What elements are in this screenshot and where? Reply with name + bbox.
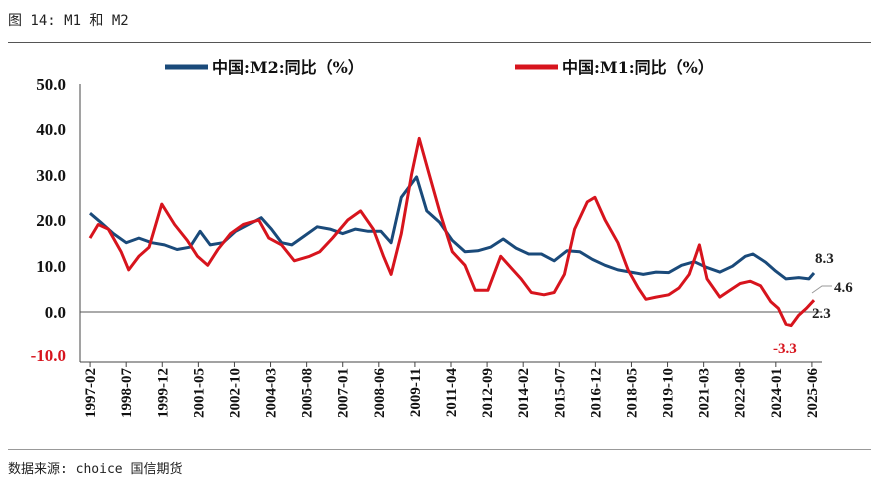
legend: 中国:M2:同比（%） 中国:M1:同比（%） — [165, 58, 714, 77]
y-tick-label: 40.0 — [36, 120, 66, 139]
m2-series-line — [89, 175, 816, 281]
x-tick-label: 2009-11 — [408, 368, 424, 417]
x-tick-label: 2015-07 — [552, 368, 568, 418]
x-tick-label: 2018-05 — [624, 368, 640, 418]
legend-m1-label: 中国:M1:同比（%） — [562, 58, 714, 77]
m2-last-value-label: 8.3 — [815, 251, 834, 267]
figure-title: 图 14: M1 和 M2 — [8, 13, 129, 29]
y-tick-label: -10.0 — [31, 346, 66, 365]
x-tick-label: 2005-08 — [300, 368, 316, 418]
x-tick-label: 2011-04 — [444, 368, 460, 418]
x-tick-label: 2002-10 — [227, 368, 243, 418]
x-tick-label: 2016-12 — [588, 368, 604, 418]
x-tick-label: 2012-09 — [480, 368, 496, 418]
y-tick-label: 0.0 — [45, 303, 66, 322]
y-tick-label: 10.0 — [36, 257, 66, 276]
x-tick-label: 2019-10 — [661, 368, 677, 418]
x-tick-label: 2025-06 — [805, 368, 821, 418]
x-tick-label: 2008-06 — [372, 368, 388, 418]
m1-trough-label: -3.3 — [773, 341, 797, 357]
m1-series-line — [88, 136, 816, 328]
x-tick-label: 1999-12 — [155, 368, 171, 418]
y-tick-label: 20.0 — [36, 211, 66, 230]
footer-divider — [8, 449, 871, 450]
title-divider — [8, 42, 871, 43]
y-ticks: 50.0 40.0 30.0 20.0 10.0 0.0 -10.0 — [31, 75, 66, 365]
m1-new-caliber-label: 4.6 — [834, 280, 853, 296]
x-tick-label: 1998-07 — [119, 368, 135, 418]
x-ticks: 1997-02 1998-07 1999-12 2001-05 2002-10 2004-… — [83, 362, 821, 418]
y-tick-label: 50.0 — [36, 75, 66, 94]
legend-m2-label: 中国:M2:同比（%） — [212, 58, 364, 77]
x-tick-label: 2022-08 — [733, 368, 749, 418]
y-tick-label: 30.0 — [36, 166, 66, 185]
x-tick-label: 2021-03 — [697, 368, 713, 418]
x-tick-label: 2001-05 — [191, 368, 207, 418]
x-tick-label: 2007-01 — [336, 368, 352, 418]
x-tick-label: 2024-01 — [769, 368, 785, 418]
x-tick-label: 2014-02 — [516, 368, 532, 418]
m1-last-value-label: 2.3 — [812, 306, 831, 322]
m1-leader-line — [811, 285, 832, 294]
x-tick-label: 1997-02 — [83, 368, 99, 418]
x-tick-label: 2004-03 — [264, 368, 280, 418]
source-note: 数据来源: choice 国信期货 — [8, 462, 183, 477]
